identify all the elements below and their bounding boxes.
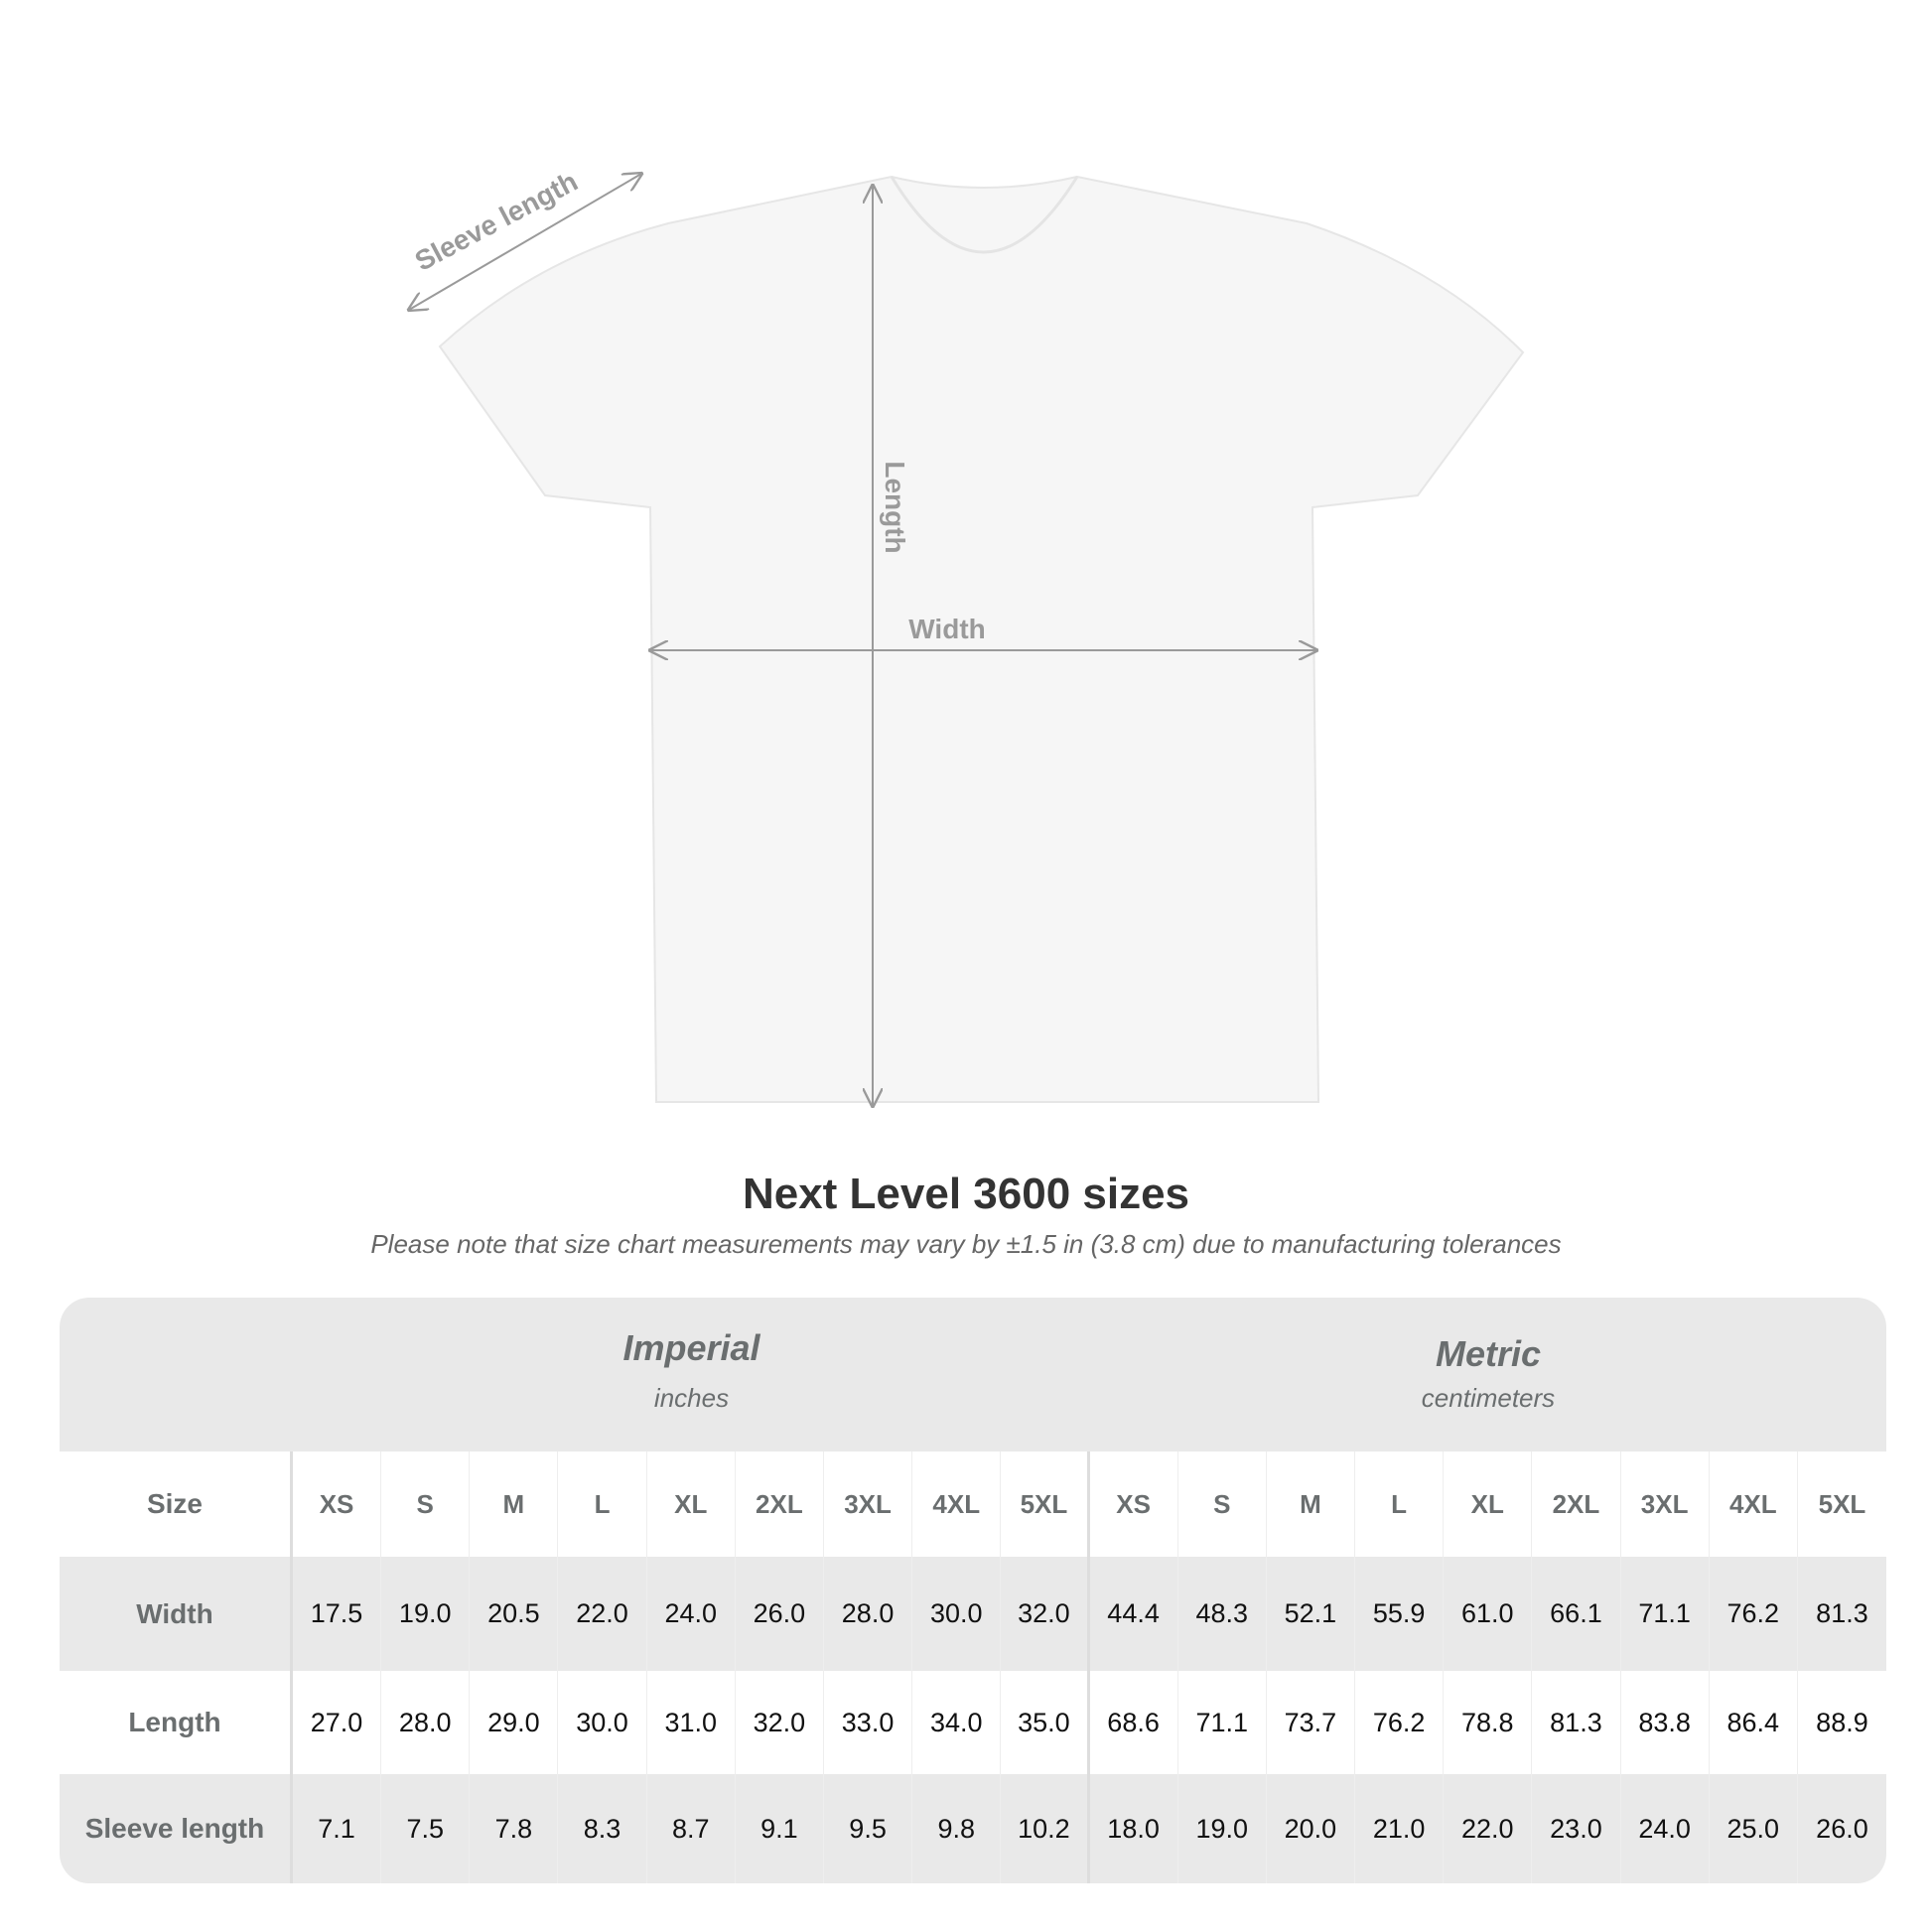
row-label: Sleeve length (60, 1774, 293, 1883)
table-cell: 20.5 (470, 1557, 559, 1671)
tshirt-collar (890, 176, 1079, 254)
table-cell: 55.9 (1355, 1557, 1445, 1671)
size-column-header: 3XL (1621, 1451, 1710, 1557)
width-label: Width (908, 614, 986, 644)
size-column-header: 4XL (1710, 1451, 1798, 1557)
table-row: Sleeve length 7.1 7.5 7.8 8.3 8.7 9.1 9.5 9.8 10.… (60, 1774, 1886, 1883)
table-cell: 10.2 (1001, 1774, 1090, 1883)
size-column-header: S (1178, 1451, 1267, 1557)
table-cell: 78.8 (1444, 1671, 1533, 1774)
imperial-unit: inches (653, 1383, 730, 1413)
table-cell: 9.1 (736, 1774, 824, 1883)
table-cell: 20.0 (1267, 1774, 1356, 1883)
table-cell: 9.8 (912, 1774, 1002, 1883)
size-column-header: 5XL (1818, 1488, 1866, 1519)
table-cell: 7.5 (381, 1774, 471, 1883)
table-cell: 76.2 (1355, 1671, 1445, 1774)
size-table: Imperial inches Metric centimeters Size X… (60, 1298, 1886, 1883)
table-cell: 17.5 (293, 1557, 382, 1671)
table-cell: 32.0 (1001, 1557, 1090, 1671)
row-label: Width (60, 1557, 293, 1671)
table-cell: 30.0 (912, 1557, 1002, 1671)
table-cell: 86.4 (1710, 1671, 1798, 1774)
size-column-header: L (558, 1451, 647, 1557)
table-cell: 88.9 (1816, 1707, 1868, 1737)
table-cell: 35.0 (1001, 1671, 1090, 1774)
size-column-header: S (381, 1451, 471, 1557)
table-cell: 25.0 (1710, 1774, 1798, 1883)
table-cell: 31.0 (647, 1671, 736, 1774)
size-column-header: XS (1090, 1451, 1178, 1557)
size-column-header: XL (1444, 1451, 1533, 1557)
tshirt-diagram: Sleeve length Length Width (0, 166, 1525, 1172)
table-cell: 28.0 (381, 1671, 471, 1774)
table-cell: 66.1 (1532, 1557, 1621, 1671)
table-cell: 26.0 (1816, 1813, 1868, 1844)
size-column-header: 2XL (1532, 1451, 1621, 1557)
table-cell: 44.4 (1090, 1557, 1178, 1671)
size-column-header: XL (647, 1451, 736, 1557)
table-cell: 22.0 (558, 1557, 647, 1671)
sleeve-arrow (409, 174, 641, 310)
metric-unit: centimeters (1421, 1383, 1556, 1413)
table-cell: 19.0 (381, 1557, 471, 1671)
table-row: Width 17.5 19.0 20.5 22.0 24.0 26.0 28.0 30.0 32.… (60, 1557, 1886, 1671)
table-cell: 27.0 (293, 1671, 382, 1774)
size-column-header: M (1267, 1451, 1356, 1557)
table-cell: 34.0 (912, 1671, 1002, 1774)
table-row: Size XS S M L XL 2XL 3XL 4XL 5XL XS S M L XL 2XL 3XL 4XL 5… (60, 1451, 1886, 1557)
table-cell: 81.3 (1532, 1671, 1621, 1774)
table-cell: 28.0 (824, 1557, 913, 1671)
table-cell: 26.0 (736, 1557, 824, 1671)
tolerance-note: Please note that size chart measurements… (370, 1229, 1562, 1259)
table-header: Imperial inches Metric centimeters (60, 1298, 1886, 1451)
table-cell: 8.7 (647, 1774, 736, 1883)
table-cell: 29.0 (470, 1671, 559, 1774)
table-cell: 76.2 (1710, 1557, 1798, 1671)
table-cell: 30.0 (558, 1671, 647, 1774)
table-cell: 81.3 (1816, 1598, 1868, 1628)
size-column-header: M (470, 1451, 559, 1557)
size-column-header: 4XL (912, 1451, 1002, 1557)
table-row: Length 27.0 28.0 29.0 30.0 31.0 32.0 33.0 34.0 35… (60, 1671, 1886, 1774)
imperial-header: Imperial inches (293, 1327, 1090, 1414)
imperial-title: Imperial (622, 1327, 760, 1368)
table-cell: 83.8 (1621, 1671, 1710, 1774)
table-cell: 23.0 (1532, 1774, 1621, 1883)
table-cell: 24.0 (1621, 1774, 1710, 1883)
table-cell: 19.0 (1178, 1774, 1267, 1883)
table-cell: 73.7 (1267, 1671, 1356, 1774)
table-cell: 22.0 (1444, 1774, 1533, 1883)
page-title: Next Level 3600 sizes (742, 1170, 1190, 1218)
table-cell: 21.0 (1355, 1774, 1445, 1883)
table-cell: 71.1 (1621, 1557, 1710, 1671)
size-column-header: L (1355, 1451, 1445, 1557)
table-cell: 52.1 (1267, 1557, 1356, 1671)
size-column-header: XS (293, 1451, 382, 1557)
table-cell: 71.1 (1178, 1671, 1267, 1774)
table-cell: 48.3 (1178, 1557, 1267, 1671)
size-column-header: 2XL (736, 1451, 824, 1557)
metric-header: Metric centimeters (1090, 1333, 1886, 1414)
table-cell: 18.0 (1090, 1774, 1178, 1883)
table-cell: 7.1 (293, 1774, 382, 1883)
table-cell: 7.8 (470, 1774, 559, 1883)
table-cell: 9.5 (824, 1774, 913, 1883)
table-cell: 33.0 (824, 1671, 913, 1774)
table-cell: 24.0 (647, 1557, 736, 1671)
table-cell: 32.0 (736, 1671, 824, 1774)
table-cell: 68.6 (1090, 1671, 1178, 1774)
table-cell: 61.0 (1444, 1557, 1533, 1671)
sleeve-length-label: Sleeve length (410, 166, 583, 277)
size-column-header: 5XL (1001, 1451, 1090, 1557)
metric-title: Metric (1435, 1333, 1542, 1374)
table-cell: 8.3 (558, 1774, 647, 1883)
length-label: Length (880, 461, 910, 553)
size-column-header: 3XL (824, 1451, 913, 1557)
row-label: Length (60, 1671, 293, 1774)
size-header-label: Size (60, 1451, 293, 1557)
